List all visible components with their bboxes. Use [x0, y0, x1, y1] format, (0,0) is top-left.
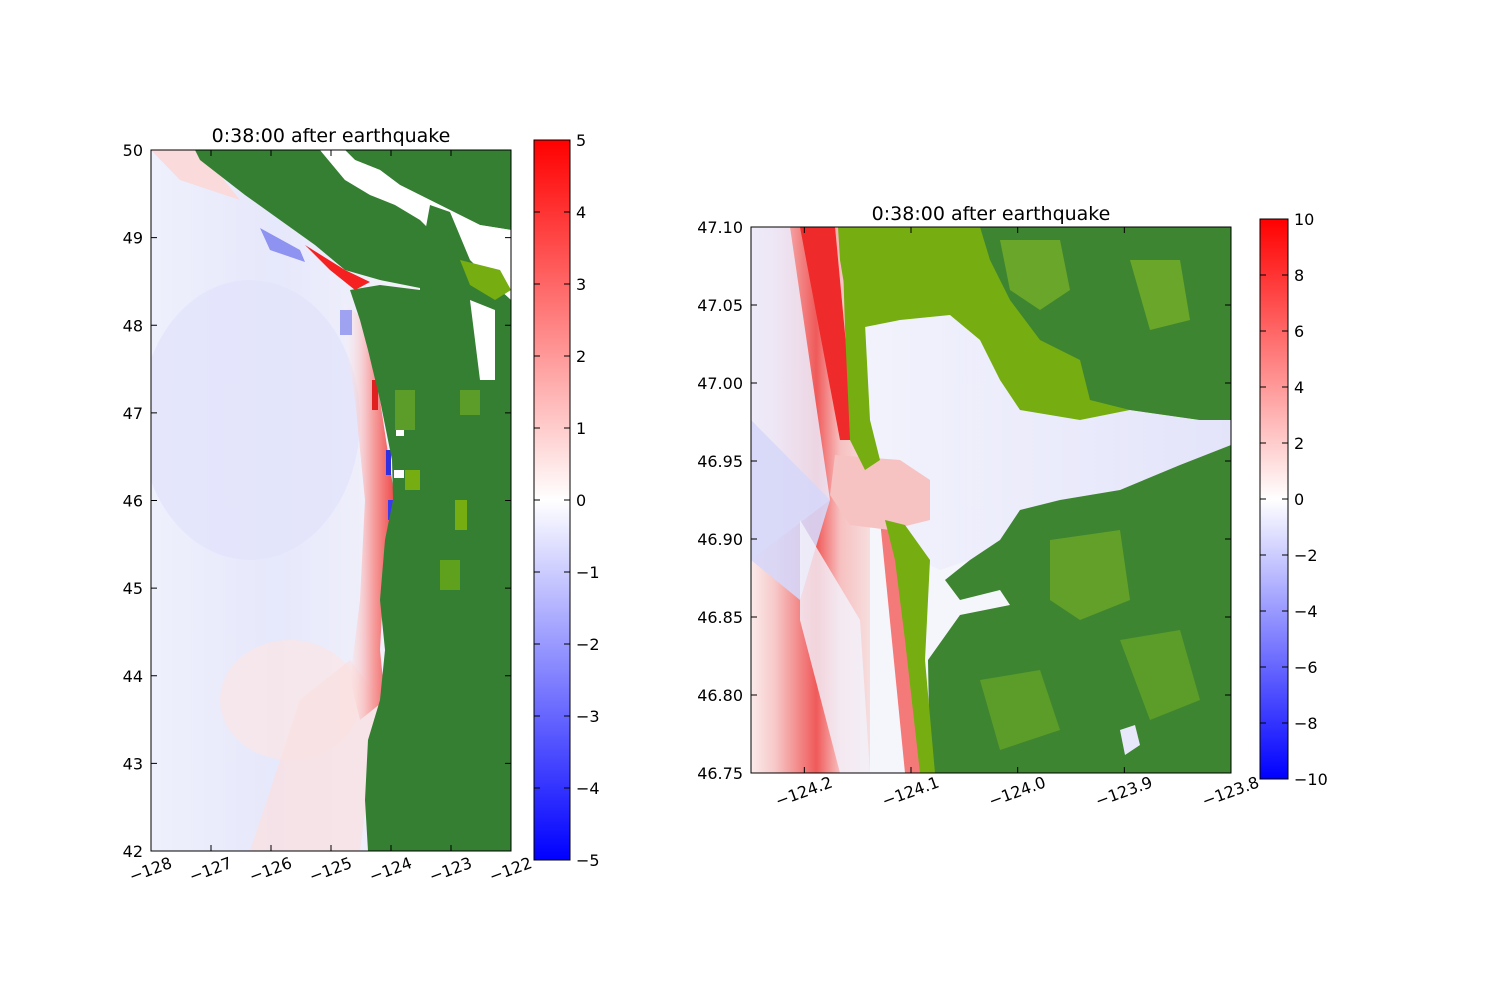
colorbar-tick-label: 4: [576, 203, 586, 222]
colorbar-tick-label: −3: [576, 707, 600, 726]
y-tick-label: 46.95: [697, 452, 743, 471]
right-heatmap: [751, 227, 1231, 773]
y-tick-label: 50: [123, 141, 143, 160]
colorbar-tick-label: −2: [576, 635, 600, 654]
y-tick-label: 47.05: [697, 296, 743, 315]
x-tick-label: −123.8: [1199, 773, 1261, 811]
x-tick-label: −124: [367, 853, 415, 886]
left-title: 0:38:00 after earthquake: [212, 125, 451, 147]
y-tick-label: 46.80: [697, 686, 743, 705]
colorbar-tick-label: 0: [1294, 490, 1304, 509]
colorbar-tick-label: −8: [1294, 714, 1318, 733]
y-tick-label: 43: [123, 754, 143, 773]
y-tick-label: 49: [123, 229, 143, 248]
x-tick-label: −123: [427, 853, 475, 886]
colorbar-tick-label: 1: [576, 419, 586, 438]
y-tick-label: 48: [123, 316, 143, 335]
plot-left: 0:38:00 after earthquake: [123, 125, 600, 886]
left-heatmap: [151, 150, 511, 851]
colorbar-tick-label: −4: [576, 779, 600, 798]
right-title: 0:38:00 after earthquake: [872, 203, 1111, 225]
x-tick-label: −123.9: [1093, 773, 1155, 811]
colorbar-tick-label: −2: [1294, 546, 1318, 565]
colorbar-tick-label: −1: [576, 563, 600, 582]
right-frame: [750, 226, 1232, 774]
right-colorbar-ticks: −10 −8 −6 −4 −2 0 2 4 6 8 10: [1260, 210, 1328, 789]
y-tick-label: 47.10: [697, 218, 743, 237]
x-tick-label: −124.1: [879, 773, 941, 811]
colorbar-tick-label: 4: [1294, 378, 1304, 397]
colorbar-tick-label: 2: [576, 347, 586, 366]
y-tick-label: 47: [123, 404, 143, 423]
y-tick-label: 44: [123, 667, 143, 686]
colorbar-tick-label: −4: [1294, 602, 1318, 621]
x-tick-label: −125: [307, 853, 355, 886]
y-tick-label: 45: [123, 579, 143, 598]
y-tick-label: 46: [123, 492, 143, 511]
colorbar-tick-label: −10: [1294, 770, 1328, 789]
y-tick-label: 46.75: [697, 764, 743, 783]
colorbar-tick-label: 5: [576, 131, 586, 150]
y-tick-label: 46.85: [697, 608, 743, 627]
y-tick-label: 46.90: [697, 530, 743, 549]
colorbar-tick-label: −6: [1294, 658, 1318, 677]
colorbar-tick-label: 0: [576, 491, 586, 510]
y-tick-label: 42: [123, 842, 143, 861]
x-tick-label: −127: [187, 853, 235, 886]
colorbar-tick-label: 6: [1294, 322, 1304, 341]
x-tick-label: −122: [487, 853, 535, 886]
plot-right: 0:38:00 after earthquake: [697, 203, 1328, 811]
colorbar-tick-label: −5: [576, 851, 600, 870]
colorbar-tick-label: 2: [1294, 434, 1304, 453]
x-tick-label: −124.0: [986, 773, 1048, 811]
y-tick-label: 47.00: [697, 374, 743, 393]
x-tick-label: −126: [247, 853, 295, 886]
colorbar-tick-label: 3: [576, 275, 586, 294]
x-tick-label: −124.2: [773, 773, 835, 811]
left-colorbar-ticks: −5 −4 −3 −2 −1 0 1 2 3 4 5: [534, 131, 600, 870]
colorbar-tick-label: 10: [1294, 210, 1314, 229]
colorbar-tick-label: 8: [1294, 266, 1304, 285]
